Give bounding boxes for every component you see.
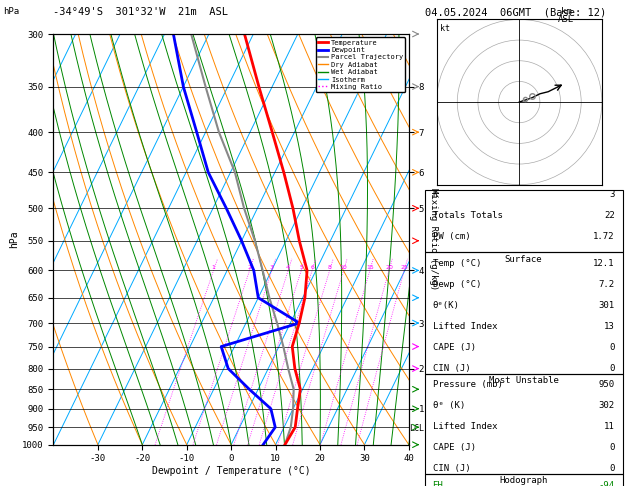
Bar [425,252,623,374]
Text: Surface: Surface [505,255,542,264]
Text: θᵉ (K): θᵉ (K) [433,401,465,410]
Bar [425,474,623,486]
Bar [425,374,623,474]
Text: CIN (J): CIN (J) [433,364,470,373]
Text: 25: 25 [400,265,408,270]
Text: CAPE (J): CAPE (J) [433,443,476,452]
Text: Dewp (°C): Dewp (°C) [433,280,481,289]
Bar [425,190,623,252]
Text: LCL: LCL [409,424,425,434]
Text: 4: 4 [286,265,290,270]
Text: kt: kt [440,24,450,34]
Text: 0: 0 [610,364,615,373]
Text: 6: 6 [310,265,314,270]
Text: 302: 302 [599,401,615,410]
Text: 0: 0 [610,443,615,452]
Text: Hodograph: Hodograph [499,476,548,486]
X-axis label: Dewpoint / Temperature (°C): Dewpoint / Temperature (°C) [152,466,311,476]
Text: EH: EH [433,481,443,486]
Text: -94: -94 [599,481,615,486]
Text: 11: 11 [604,422,615,432]
Text: 13: 13 [604,322,615,331]
Text: ASL: ASL [558,15,574,24]
Text: 22: 22 [604,211,615,220]
Text: 0: 0 [610,343,615,352]
Text: 3: 3 [610,190,615,199]
Text: 0: 0 [610,464,615,473]
Text: Pressure (mb): Pressure (mb) [433,381,503,389]
Text: 5: 5 [299,265,303,270]
Text: 04.05.2024  06GMT  (Base: 12): 04.05.2024 06GMT (Base: 12) [425,7,606,17]
Legend: Temperature, Dewpoint, Parcel Trajectory, Dry Adiabat, Wet Adiabat, Isotherm, Mi: Temperature, Dewpoint, Parcel Trajectory… [316,37,405,92]
Text: 1.72: 1.72 [593,232,615,241]
Text: 7.2: 7.2 [599,280,615,289]
Y-axis label: hPa: hPa [9,230,19,248]
Text: PW (cm): PW (cm) [433,232,470,241]
Text: 301: 301 [599,301,615,310]
Text: 2: 2 [248,265,252,270]
Text: 3: 3 [270,265,274,270]
Text: K: K [433,190,438,199]
Text: 8: 8 [328,265,331,270]
Text: 10: 10 [340,265,347,270]
Text: CAPE (J): CAPE (J) [433,343,476,352]
Text: 20: 20 [385,265,393,270]
Y-axis label: Mixing Ratio (g/kg): Mixing Ratio (g/kg) [429,188,438,291]
Text: Most Unstable: Most Unstable [489,376,559,385]
Text: θᵉ(K): θᵉ(K) [433,301,459,310]
Text: CIN (J): CIN (J) [433,464,470,473]
Text: km: km [560,7,572,17]
Text: Lifted Index: Lifted Index [433,322,497,331]
Text: 12.1: 12.1 [593,260,615,268]
Text: 950: 950 [599,381,615,389]
Text: Lifted Index: Lifted Index [433,422,497,432]
Text: Temp (°C): Temp (°C) [433,260,481,268]
Text: -34°49'S  301°32'W  21m  ASL: -34°49'S 301°32'W 21m ASL [53,7,228,17]
Text: Totals Totals: Totals Totals [433,211,503,220]
Text: 1: 1 [211,265,216,270]
Text: hPa: hPa [3,7,19,17]
Text: 15: 15 [366,265,374,270]
